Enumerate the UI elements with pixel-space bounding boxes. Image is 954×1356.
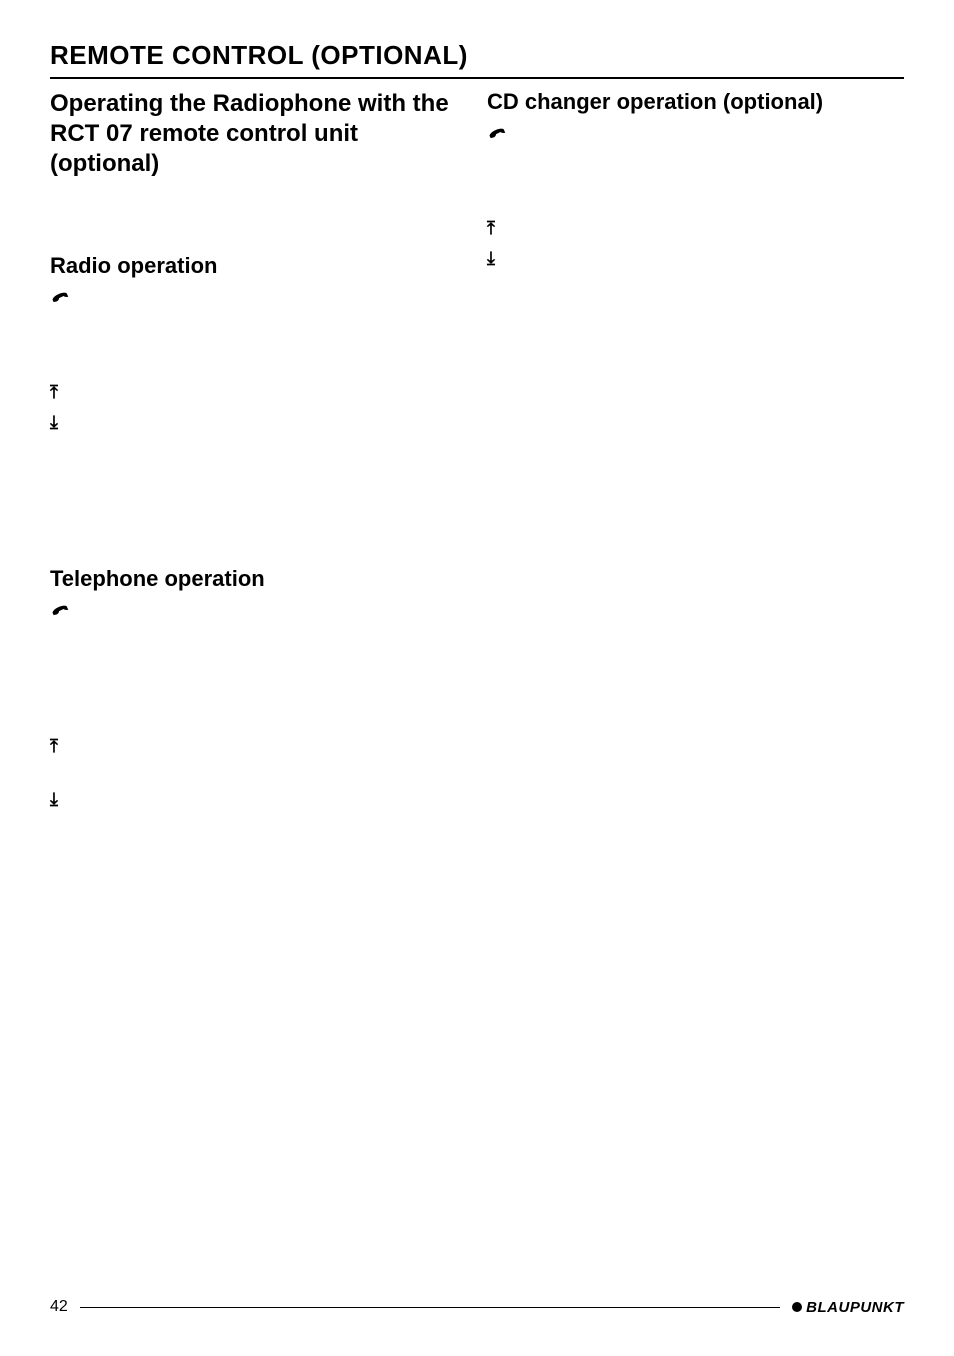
brand-logo: BLAUPUNKT — [792, 1299, 904, 1316]
cdc-heading: CD changer operation (optional) — [487, 89, 904, 115]
radio-section: Radio operation ⤒ ⤓ — [50, 253, 467, 434]
arrow-up-stop-icon: ⤒ — [487, 215, 517, 240]
handset-icon — [50, 598, 80, 628]
left-column: Operating the Radiophone with the RCT 07… — [50, 89, 467, 833]
title-divider — [50, 77, 904, 79]
page-title: REMOTE CONTROL (OPTIONAL) — [50, 40, 904, 71]
content-columns: Operating the Radiophone with the RCT 07… — [50, 89, 904, 833]
brand-dot-icon — [792, 1302, 802, 1312]
brand-text: BLAUPUNKT — [806, 1299, 904, 1316]
radio-heading: Radio operation — [50, 253, 467, 279]
arrow-down-stop-icon: ⤓ — [50, 409, 80, 434]
right-column: CD changer operation (optional) ⤒ ⤓ — [487, 89, 904, 833]
page-footer: 42 BLAUPUNKT — [50, 1298, 904, 1316]
arrow-up-stop-icon: ⤒ — [50, 733, 80, 758]
footer-divider — [80, 1307, 780, 1308]
arrow-down-stop-icon: ⤓ — [50, 786, 80, 811]
page-number: 42 — [50, 1298, 68, 1316]
cdc-section: CD changer operation (optional) ⤒ ⤓ — [487, 89, 904, 270]
telephone-section: Telephone operation ⤒ ⤓ — [50, 566, 467, 811]
handset-icon — [487, 121, 517, 151]
handset-icon — [50, 285, 80, 315]
arrow-down-stop-icon: ⤓ — [487, 245, 517, 270]
telephone-heading: Telephone operation — [50, 566, 467, 592]
main-heading: Operating the Radiophone with the RCT 07… — [50, 89, 467, 179]
arrow-up-stop-icon: ⤒ — [50, 379, 80, 404]
